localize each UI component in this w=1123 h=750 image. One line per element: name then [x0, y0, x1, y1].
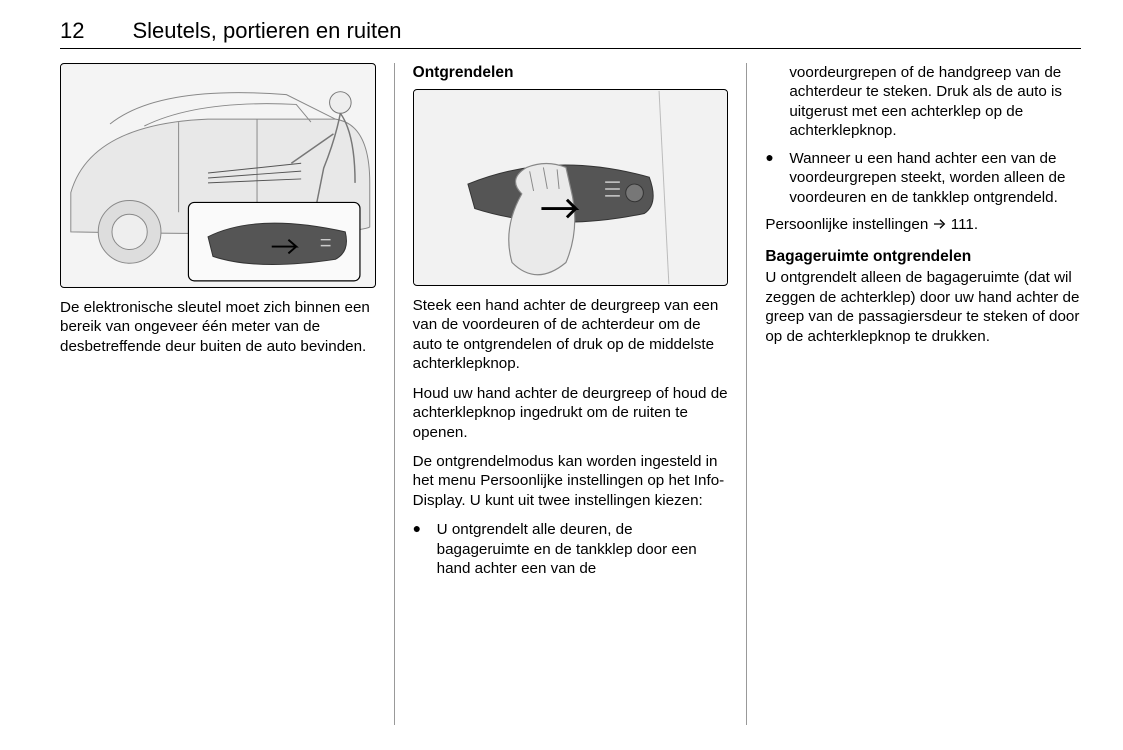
illustration-car-key-range [60, 63, 376, 288]
cross-reference: Persoonlijke instellingen 111. [765, 215, 1081, 234]
list-item: ● Wanneer u een hand achter een van de v… [765, 149, 1081, 207]
content-columns: De elektronische sleutel moet zich binne… [60, 63, 1081, 725]
handle-illustration-svg [414, 90, 728, 285]
col2-paragraph-1: Steek een hand achter de deurgreep van e… [413, 296, 729, 374]
col2-paragraph-3: De ontgrendelmodus kan worden ingesteld … [413, 452, 729, 510]
column-2: Ontgrendelen Steek een hand achter de de… [413, 63, 729, 725]
car-illustration-svg [61, 64, 375, 287]
unlock-options-list: ● U ontgrendelt alle deuren, de bagageru… [413, 520, 729, 578]
page: 12 Sleutels, portieren en ruiten [0, 0, 1123, 750]
col3-paragraph-1: U ontgrendelt alleen de bagageruimte (da… [765, 268, 1081, 346]
list-item-text: Wanneer u een hand achter een van de voo… [789, 149, 1081, 207]
list-item-text: U ontgrendelt alle deuren, de bagageruim… [437, 520, 729, 578]
bullet-spacer [765, 63, 789, 141]
link-arrow-icon [933, 218, 947, 230]
unlock-options-list-cont: voordeurgrepen of de handgreep van de ac… [765, 63, 1081, 207]
list-item: ● U ontgrendelt alle deuren, de bagageru… [413, 520, 729, 578]
illustration-door-handle [413, 89, 729, 286]
list-item-text-cont: voordeurgrepen of de handgreep van de ac… [789, 63, 1081, 141]
sub-heading-luggage: Bagageruimte ontgrendelen [765, 247, 1081, 267]
bullet-icon: ● [413, 520, 437, 578]
ref-page-number: 111. [951, 216, 978, 233]
ref-text: Persoonlijke instellingen [765, 216, 928, 233]
page-header: 12 Sleutels, portieren en ruiten [60, 18, 1081, 49]
page-reference-link[interactable]: 111. [933, 216, 979, 233]
page-number: 12 [60, 18, 84, 44]
column-1: De elektronische sleutel moet zich binne… [60, 63, 376, 725]
section-heading-unlock: Ontgrendelen [413, 63, 729, 83]
column-3: voordeurgrepen of de handgreep van de ac… [765, 63, 1081, 725]
col2-paragraph-2: Houd uw hand achter de deurgreep of houd… [413, 384, 729, 442]
column-divider-1 [394, 63, 395, 725]
col1-paragraph-1: De elektronische sleutel moet zich binne… [60, 298, 376, 356]
bullet-icon: ● [765, 149, 789, 207]
list-item: voordeurgrepen of de handgreep van de ac… [765, 63, 1081, 141]
column-divider-2 [746, 63, 747, 725]
chapter-title: Sleutels, portieren en ruiten [132, 18, 401, 44]
